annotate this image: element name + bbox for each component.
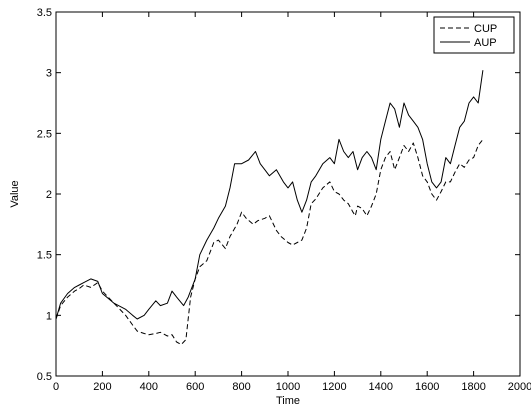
y-tick-label: 1.5: [37, 250, 52, 262]
x-tick-label: 1200: [322, 381, 346, 393]
y-tick-label: 2.5: [37, 128, 52, 140]
y-tick-label: 3.5: [37, 7, 52, 19]
x-tick-label: 1000: [276, 381, 300, 393]
x-tick-label: 1400: [369, 381, 393, 393]
y-tick-label: 1: [46, 310, 52, 322]
legend: CUP AUP: [433, 16, 515, 54]
y-axis: 0.5 1 1.5 2 2.5 3 3.5: [37, 7, 520, 383]
series-layer: [55, 70, 484, 345]
y-tick-label: 2: [46, 189, 52, 201]
x-tick-label: 1800: [461, 381, 485, 393]
x-tick-label: 2000: [508, 381, 531, 393]
y-tick-label: 0.5: [37, 371, 52, 383]
series-line-aup: [55, 70, 484, 320]
plot-area: [55, 11, 521, 377]
y-tick-label: 3: [46, 68, 52, 80]
x-tick-label: 200: [93, 381, 111, 393]
x-axis-title: Time: [276, 395, 300, 407]
legend-label-aup: AUP: [474, 37, 497, 49]
x-tick-label: 0: [53, 381, 59, 393]
legend-label-cup: CUP: [474, 23, 497, 35]
x-tick-label: 1600: [415, 381, 439, 393]
x-tick-label: 400: [140, 381, 158, 393]
x-axis: 0 200 400 600 800 1000 1200 1400 1600 1800 2000: [53, 12, 531, 393]
series-line-cup: [55, 139, 484, 345]
legend-box: [433, 16, 515, 54]
plot-frame: [55, 11, 521, 377]
x-tick-label: 600: [186, 381, 204, 393]
y-axis-title: Value: [9, 180, 21, 207]
x-tick-label: 800: [232, 381, 250, 393]
